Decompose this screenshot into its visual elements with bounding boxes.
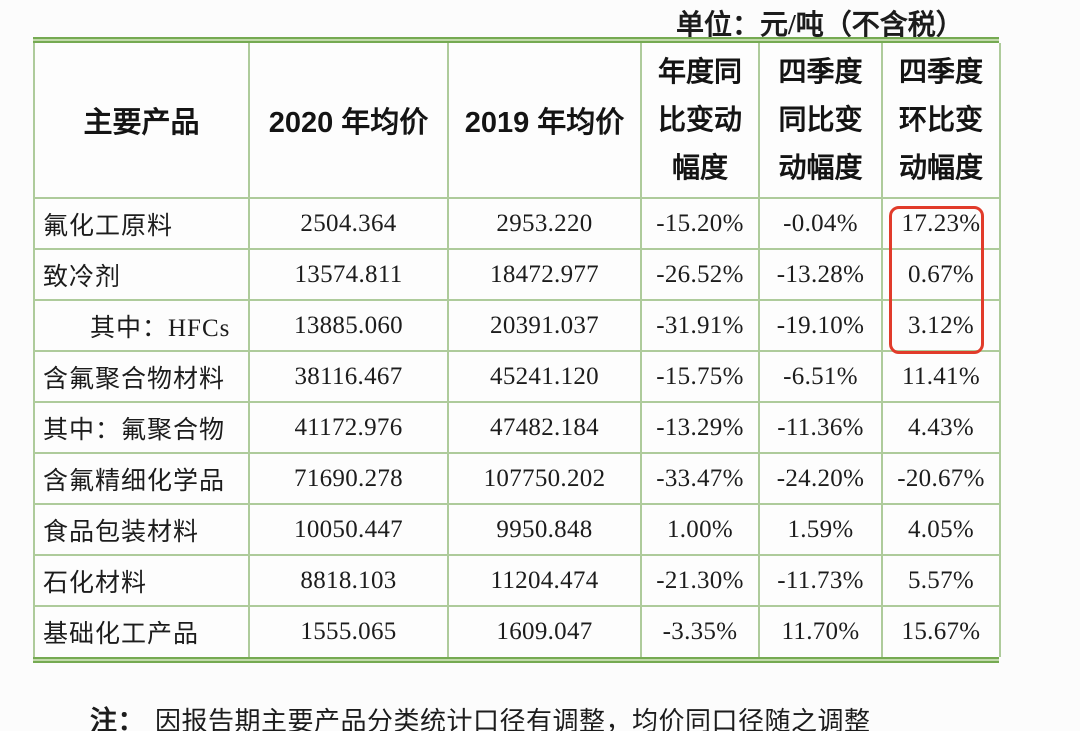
header-avg-price-2019: 2019 年均价	[447, 43, 642, 199]
table-row: 致冷剂 13574.811 18472.977 -26.52% -13.28% …	[33, 248, 1001, 301]
table-row: 石化材料 8818.103 11204.474 -21.30% -11.73% …	[33, 554, 1001, 607]
avg-2020-cell: 2504.364	[248, 197, 449, 250]
annual-yoy-cell: -21.30%	[640, 554, 760, 607]
product-name-cell: 含氟精细化学品	[33, 452, 250, 505]
q4-qoq-cell: -20.67%	[881, 452, 1001, 505]
q4-qoq-cell: 17.23%	[881, 197, 1001, 250]
price-table-container: 主要产品 2020 年均价 2019 年均价 年度同 比变动 幅度 四季度 同比…	[33, 37, 1001, 663]
table-top-border	[33, 37, 999, 43]
q4-qoq-cell: 11.41%	[881, 350, 1001, 403]
avg-2020-cell: 13885.060	[248, 299, 449, 352]
product-name-cell: 石化材料	[33, 554, 250, 607]
q4-qoq-cell: 3.12%	[881, 299, 1001, 352]
table-header-row: 主要产品 2020 年均价 2019 年均价 年度同 比变动 幅度 四季度 同比…	[33, 43, 1001, 199]
avg-2020-cell: 41172.976	[248, 401, 449, 454]
q4-yoy-cell: -13.28%	[758, 248, 883, 301]
annual-yoy-cell: -31.91%	[640, 299, 760, 352]
q4-qoq-cell: 4.05%	[881, 503, 1001, 556]
annual-yoy-cell: -33.47%	[640, 452, 760, 505]
q4-yoy-cell: 11.70%	[758, 605, 883, 657]
table-row: 含氟精细化学品 71690.278 107750.202 -33.47% -24…	[33, 452, 1001, 505]
q4-qoq-cell: 0.67%	[881, 248, 1001, 301]
avg-2019-cell: 1609.047	[447, 605, 642, 657]
annual-yoy-cell: -15.75%	[640, 350, 760, 403]
product-name-cell: 含氟聚合物材料	[33, 350, 250, 403]
table-row: 氟化工原料 2504.364 2953.220 -15.20% -0.04% 1…	[33, 197, 1001, 250]
product-name-cell: 氟化工原料	[33, 197, 250, 250]
product-name-cell: 其中：HFCs	[33, 299, 250, 352]
q4-yoy-cell: -0.04%	[758, 197, 883, 250]
avg-2019-cell: 107750.202	[447, 452, 642, 505]
q4-qoq-cell: 5.57%	[881, 554, 1001, 607]
avg-2020-cell: 8818.103	[248, 554, 449, 607]
product-name-cell: 致冷剂	[33, 248, 250, 301]
footnote: 注： 因报告期主要产品分类统计口径有调整，均价同口径随之调整	[90, 699, 871, 731]
annual-yoy-cell: -13.29%	[640, 401, 760, 454]
table-body: 氟化工原料 2504.364 2953.220 -15.20% -0.04% 1…	[33, 197, 1001, 657]
avg-2019-cell: 11204.474	[447, 554, 642, 607]
q4-qoq-cell: 15.67%	[881, 605, 1001, 657]
price-table: 主要产品 2020 年均价 2019 年均价 年度同 比变动 幅度 四季度 同比…	[33, 43, 1001, 657]
table-row: 其中：氟聚合物 41172.976 47482.184 -13.29% -11.…	[33, 401, 1001, 454]
annual-yoy-cell: -3.35%	[640, 605, 760, 657]
product-name-cell: 食品包装材料	[33, 503, 250, 556]
table-row: 食品包装材料 10050.447 9950.848 1.00% 1.59% 4.…	[33, 503, 1001, 556]
avg-2019-cell: 20391.037	[447, 299, 642, 352]
q4-yoy-cell: -6.51%	[758, 350, 883, 403]
avg-2019-cell: 9950.848	[447, 503, 642, 556]
q4-yoy-cell: -11.36%	[758, 401, 883, 454]
avg-2019-cell: 18472.977	[447, 248, 642, 301]
footnote-text: 因报告期主要产品分类统计口径有调整，均价同口径随之调整	[155, 707, 871, 731]
avg-2020-cell: 10050.447	[248, 503, 449, 556]
header-q4-qoq-change: 四季度 环比变 动幅度	[881, 43, 1001, 199]
product-name-cell: 基础化工产品	[33, 605, 250, 657]
header-q4-yoy-change: 四季度 同比变 动幅度	[758, 43, 883, 199]
table-row: 基础化工产品 1555.065 1609.047 -3.35% 11.70% 1…	[33, 605, 1001, 657]
annual-yoy-cell: 1.00%	[640, 503, 760, 556]
header-avg-price-2020: 2020 年均价	[248, 43, 449, 199]
avg-2019-cell: 47482.184	[447, 401, 642, 454]
annual-yoy-cell: -15.20%	[640, 197, 760, 250]
product-name-cell: 其中：氟聚合物	[33, 401, 250, 454]
q4-yoy-cell: -24.20%	[758, 452, 883, 505]
avg-2020-cell: 38116.467	[248, 350, 449, 403]
avg-2020-cell: 71690.278	[248, 452, 449, 505]
table-row: 其中：HFCs 13885.060 20391.037 -31.91% -19.…	[33, 299, 1001, 352]
q4-qoq-cell: 4.43%	[881, 401, 1001, 454]
annual-yoy-cell: -26.52%	[640, 248, 760, 301]
avg-2020-cell: 13574.811	[248, 248, 449, 301]
q4-yoy-cell: -19.10%	[758, 299, 883, 352]
avg-2020-cell: 1555.065	[248, 605, 449, 657]
avg-2019-cell: 2953.220	[447, 197, 642, 250]
table-row: 含氟聚合物材料 38116.467 45241.120 -15.75% -6.5…	[33, 350, 1001, 403]
footnote-prefix: 注：	[90, 706, 145, 731]
header-main-products: 主要产品	[33, 43, 250, 199]
q4-yoy-cell: 1.59%	[758, 503, 883, 556]
table-header: 主要产品 2020 年均价 2019 年均价 年度同 比变动 幅度 四季度 同比…	[33, 43, 1001, 199]
unit-label: 单位：元/吨（不含税）	[676, 10, 964, 41]
table-bottom-border	[33, 657, 999, 663]
header-annual-yoy-change: 年度同 比变动 幅度	[640, 43, 760, 199]
avg-2019-cell: 45241.120	[447, 350, 642, 403]
q4-yoy-cell: -11.73%	[758, 554, 883, 607]
